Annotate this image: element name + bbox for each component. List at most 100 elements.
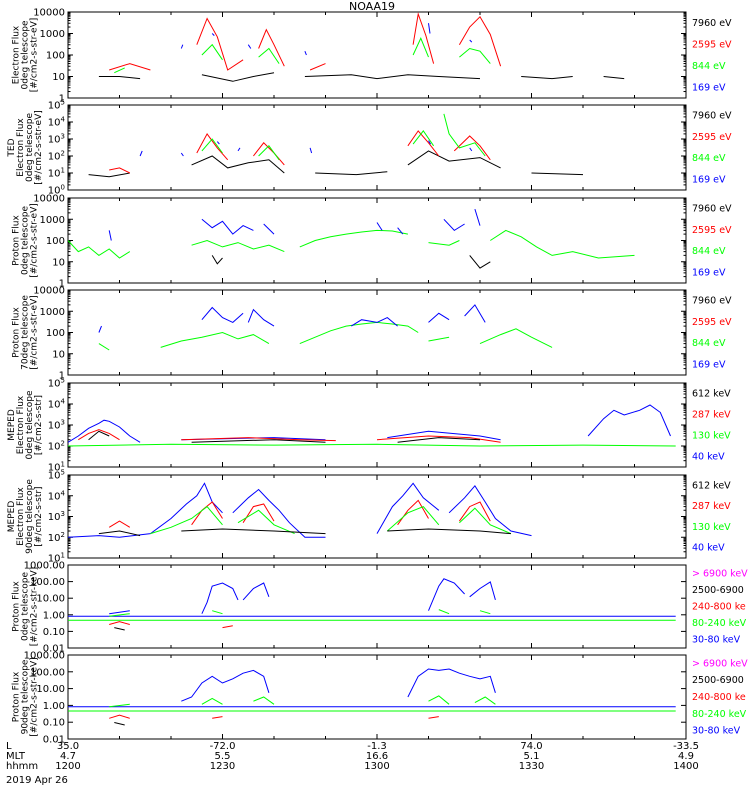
y-axis-label: [#/cm2-s-str-keV] bbox=[30, 657, 40, 736]
series-black-segment bbox=[98, 76, 141, 80]
y-tick-label: 10 bbox=[52, 72, 65, 83]
y-axis-label: [#/cm2-s-str-keV] bbox=[30, 567, 40, 646]
series-green-segment bbox=[299, 321, 419, 345]
legend-entry: 2595 eV bbox=[692, 317, 732, 328]
legend-entry: 240-800 ke bbox=[692, 602, 746, 613]
series-blue-segment bbox=[387, 430, 501, 441]
y-tick-label: 104 bbox=[48, 398, 66, 411]
series-red-segment bbox=[108, 520, 131, 528]
series-red-segment bbox=[109, 167, 131, 174]
series-blue-segment bbox=[242, 582, 270, 601]
x-tick-label: 1400 bbox=[673, 761, 698, 772]
series-red-segment bbox=[109, 63, 151, 71]
panel-frame bbox=[67, 289, 687, 376]
series-blue-segment bbox=[109, 610, 130, 615]
series-green-segment bbox=[201, 43, 223, 61]
y-tick-label: 103 bbox=[48, 419, 65, 432]
y-tick-label: 100.00 bbox=[30, 667, 65, 678]
legend-entry: 2500-6900 bbox=[692, 585, 744, 596]
series-black-segment bbox=[397, 437, 481, 443]
y-tick-label: 102 bbox=[48, 150, 65, 163]
y-axis-label: 0deg telescope bbox=[21, 572, 31, 642]
series-blue-segment bbox=[247, 308, 275, 327]
y-tick-label: 1000 bbox=[40, 215, 65, 226]
y-tick-label: 1.00 bbox=[43, 701, 65, 712]
series-green-segment bbox=[428, 695, 450, 705]
series-green-segment bbox=[98, 343, 110, 351]
y-axis-label: [#/cm2-s-str-eV] bbox=[30, 203, 40, 278]
legend-entry: 130 keV bbox=[692, 522, 731, 533]
series-green-segment bbox=[109, 703, 130, 708]
series-blue-segment bbox=[376, 482, 440, 534]
y-tick-label: 10000 bbox=[33, 8, 65, 19]
y-tick-label: 0.10 bbox=[43, 627, 65, 638]
y-tick-label: 10000 bbox=[33, 286, 65, 297]
series-blue-segment bbox=[180, 152, 184, 157]
series-blue-segment bbox=[211, 33, 215, 36]
series-blue-segment bbox=[68, 482, 223, 538]
panel-frame bbox=[67, 197, 687, 284]
y-axis-label: [#/cm2-s-str] bbox=[34, 395, 44, 455]
legend-entry: 7960 eV bbox=[692, 204, 732, 215]
panel-1: 1 10 100 1000 10000 Electron Flux 0deg telesco… bbox=[12, 8, 733, 105]
series-green-segment bbox=[253, 696, 275, 705]
series-group bbox=[98, 12, 625, 82]
series-green-segment bbox=[201, 697, 223, 705]
legend-entry: > 6900 keV bbox=[692, 568, 748, 579]
x-tick-label: 74.0 bbox=[520, 741, 542, 752]
series-blue-segment bbox=[469, 39, 473, 43]
x-tick-label: 5.5 bbox=[215, 751, 231, 762]
legend-entry: 2595 eV bbox=[692, 39, 732, 50]
legend-entry: 169 eV bbox=[692, 174, 726, 185]
y-tick-label: 100 bbox=[46, 236, 65, 247]
series-blue-segment bbox=[428, 23, 431, 34]
series-blue-segment bbox=[309, 147, 313, 154]
legend-entry: 844 eV bbox=[692, 153, 726, 164]
series-black-segment bbox=[521, 76, 573, 80]
y-tick-label: 0.01 bbox=[43, 644, 65, 655]
y-axis-label: [#/cm2-s-str] bbox=[34, 486, 44, 546]
series-blue-segment bbox=[108, 230, 112, 241]
panel-frame bbox=[67, 11, 687, 99]
series-red-segment bbox=[397, 499, 429, 526]
y-tick-label: 1.00 bbox=[43, 610, 65, 621]
series-black-segment bbox=[181, 528, 326, 535]
y-axis-label: Electron Flux bbox=[16, 395, 26, 454]
series-red-segment bbox=[453, 135, 491, 161]
series-black-segment bbox=[88, 172, 130, 178]
y-tick-label: 100 bbox=[46, 51, 65, 62]
panel-frame bbox=[67, 564, 687, 649]
legend-entry: 240-800 ke bbox=[692, 692, 746, 703]
legend-entry: 7960 eV bbox=[692, 296, 732, 307]
y-tick-label: 0.01 bbox=[43, 735, 65, 746]
y-axis-label: [#/cm2-s-str-eV] bbox=[34, 110, 44, 185]
x-tick-label: -72.0 bbox=[210, 741, 236, 752]
y-tick-label: 100.00 bbox=[30, 577, 65, 588]
series-green-segment bbox=[68, 240, 131, 259]
series-green-segment bbox=[109, 613, 130, 617]
series-blue-segment bbox=[397, 227, 404, 235]
y-tick-label: 1 bbox=[59, 371, 65, 382]
legend-entry: 612 keV bbox=[692, 389, 731, 400]
series-red-segment bbox=[428, 716, 439, 719]
series-red-segment bbox=[242, 503, 275, 523]
y-axis-label: 0deg telescope bbox=[21, 206, 31, 276]
series-group bbox=[68, 404, 676, 447]
x-tick-label: -33.5 bbox=[673, 741, 699, 752]
legend-entry: 80-240 keV bbox=[692, 618, 747, 629]
series-green-segment bbox=[428, 240, 460, 246]
panel-4: 1 10 100 1000 10000 Proton Flux 70deg telescop… bbox=[12, 286, 733, 382]
y-axis-label: Electron Flux bbox=[16, 118, 26, 177]
y-tick-label: 102 bbox=[48, 531, 65, 544]
series-group bbox=[68, 208, 635, 269]
series-group bbox=[68, 668, 676, 726]
legend-entry: 2595 eV bbox=[692, 225, 732, 236]
y-axis-label: 0deg telescope bbox=[25, 113, 35, 183]
x-tick-label: 4.7 bbox=[60, 751, 76, 762]
y-axis-label: Electron Flux bbox=[12, 25, 22, 84]
x-tick-label: 35.0 bbox=[57, 741, 79, 752]
